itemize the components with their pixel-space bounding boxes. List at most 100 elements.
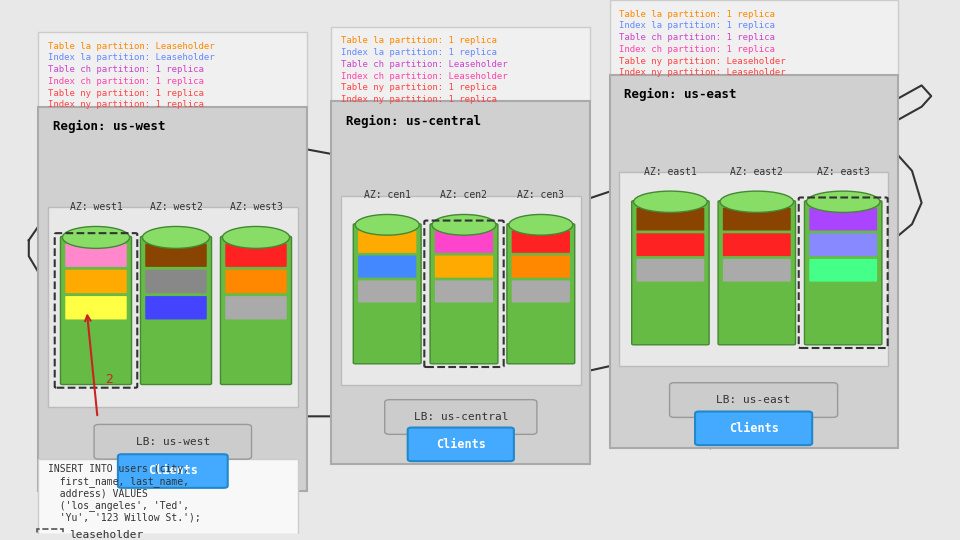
FancyBboxPatch shape	[38, 32, 307, 107]
FancyBboxPatch shape	[695, 411, 812, 445]
Text: Index ny partition: 1 replica: Index ny partition: 1 replica	[48, 100, 204, 109]
FancyBboxPatch shape	[723, 233, 791, 256]
FancyBboxPatch shape	[331, 26, 590, 102]
FancyBboxPatch shape	[60, 237, 132, 384]
FancyBboxPatch shape	[145, 296, 206, 320]
FancyBboxPatch shape	[65, 296, 127, 320]
FancyBboxPatch shape	[809, 233, 877, 256]
FancyBboxPatch shape	[358, 255, 417, 278]
Text: Table la partition: 1 replica: Table la partition: 1 replica	[341, 36, 496, 45]
FancyBboxPatch shape	[809, 259, 877, 282]
Text: leaseholder: leaseholder	[69, 530, 143, 540]
Text: AZ: west2: AZ: west2	[150, 201, 203, 212]
FancyBboxPatch shape	[221, 237, 292, 384]
Text: Index ny partition: 1 replica: Index ny partition: 1 replica	[341, 95, 496, 104]
Text: Index ch partition: Leaseholder: Index ch partition: Leaseholder	[341, 71, 508, 80]
Text: Table la partition: 1 replica: Table la partition: 1 replica	[619, 10, 775, 18]
FancyBboxPatch shape	[636, 259, 705, 282]
Ellipse shape	[62, 226, 130, 248]
FancyBboxPatch shape	[804, 201, 882, 345]
FancyBboxPatch shape	[341, 196, 581, 384]
Text: Table ch partition: 1 replica: Table ch partition: 1 replica	[619, 33, 775, 42]
Text: Table ny partition: 1 replica: Table ny partition: 1 replica	[341, 83, 496, 92]
Text: LB: us-central: LB: us-central	[414, 412, 508, 422]
FancyBboxPatch shape	[48, 207, 298, 407]
Text: Index ch partition: 1 replica: Index ch partition: 1 replica	[48, 77, 204, 86]
FancyBboxPatch shape	[145, 244, 206, 267]
FancyBboxPatch shape	[723, 208, 791, 231]
FancyBboxPatch shape	[718, 201, 796, 345]
Ellipse shape	[432, 214, 496, 235]
Text: Index ch partition: 1 replica: Index ch partition: 1 replica	[619, 45, 775, 54]
FancyBboxPatch shape	[38, 107, 307, 491]
FancyBboxPatch shape	[140, 237, 211, 384]
FancyBboxPatch shape	[65, 244, 127, 267]
Ellipse shape	[223, 226, 290, 248]
Text: AZ: east3: AZ: east3	[817, 167, 870, 177]
Text: 2: 2	[106, 374, 113, 387]
Text: LB: us-west: LB: us-west	[135, 436, 210, 447]
FancyBboxPatch shape	[636, 233, 705, 256]
FancyBboxPatch shape	[226, 244, 287, 267]
Ellipse shape	[509, 214, 573, 235]
Text: Region: us-west: Region: us-west	[53, 120, 165, 133]
Text: Table ny partition: 1 replica: Table ny partition: 1 replica	[48, 89, 204, 98]
FancyBboxPatch shape	[435, 280, 493, 302]
Text: Index ny partition: Leaseholder: Index ny partition: Leaseholder	[619, 69, 786, 77]
FancyBboxPatch shape	[435, 231, 493, 253]
FancyBboxPatch shape	[619, 172, 888, 366]
Text: Table ny partition: Leaseholder: Table ny partition: Leaseholder	[619, 57, 786, 65]
FancyBboxPatch shape	[512, 280, 570, 302]
FancyBboxPatch shape	[226, 296, 287, 320]
Ellipse shape	[355, 214, 420, 235]
FancyBboxPatch shape	[512, 231, 570, 253]
Text: AZ: west3: AZ: west3	[229, 201, 282, 212]
FancyBboxPatch shape	[65, 270, 127, 293]
Ellipse shape	[720, 191, 794, 212]
FancyBboxPatch shape	[353, 224, 421, 364]
FancyBboxPatch shape	[94, 424, 252, 459]
FancyBboxPatch shape	[670, 383, 837, 417]
Ellipse shape	[634, 191, 708, 212]
Text: Table ch partition: Leaseholder: Table ch partition: Leaseholder	[341, 60, 508, 69]
FancyBboxPatch shape	[809, 208, 877, 231]
FancyBboxPatch shape	[507, 224, 575, 364]
FancyBboxPatch shape	[632, 201, 709, 345]
FancyBboxPatch shape	[636, 208, 705, 231]
FancyBboxPatch shape	[408, 428, 514, 461]
Text: Index la partition: 1 replica: Index la partition: 1 replica	[341, 48, 496, 57]
Text: Clients: Clients	[148, 464, 198, 477]
FancyBboxPatch shape	[331, 102, 590, 464]
FancyBboxPatch shape	[145, 270, 206, 293]
FancyBboxPatch shape	[610, 0, 898, 75]
FancyBboxPatch shape	[610, 75, 898, 448]
Text: Region: us-central: Region: us-central	[346, 115, 481, 128]
FancyBboxPatch shape	[435, 255, 493, 278]
FancyBboxPatch shape	[118, 454, 228, 488]
Text: Table la partition: Leaseholder: Table la partition: Leaseholder	[48, 42, 215, 51]
Text: Region: us-east: Region: us-east	[624, 88, 736, 101]
Text: Index la partition: 1 replica: Index la partition: 1 replica	[619, 22, 775, 30]
Text: Clients: Clients	[729, 422, 779, 435]
FancyBboxPatch shape	[430, 224, 498, 364]
Text: AZ: cen3: AZ: cen3	[517, 191, 564, 200]
Text: AZ: cen1: AZ: cen1	[364, 191, 411, 200]
Text: AZ: cen2: AZ: cen2	[441, 191, 488, 200]
Ellipse shape	[806, 191, 880, 212]
Text: AZ: east2: AZ: east2	[731, 167, 783, 177]
Text: INSERT INTO users (city,
  first_name, last_name,
  address) VALUES
  ('los_ange: INSERT INTO users (city, first_name, las…	[48, 464, 201, 523]
Text: Table ch partition: 1 replica: Table ch partition: 1 replica	[48, 65, 204, 74]
FancyBboxPatch shape	[358, 231, 417, 253]
Text: AZ: east1: AZ: east1	[644, 167, 697, 177]
Text: Index la partition: Leaseholder: Index la partition: Leaseholder	[48, 53, 215, 63]
FancyBboxPatch shape	[358, 280, 417, 302]
Ellipse shape	[142, 226, 209, 248]
FancyBboxPatch shape	[385, 400, 537, 434]
FancyBboxPatch shape	[723, 259, 791, 282]
FancyBboxPatch shape	[226, 270, 287, 293]
FancyBboxPatch shape	[512, 255, 570, 278]
Text: Clients: Clients	[436, 437, 486, 450]
Text: AZ: west1: AZ: west1	[69, 201, 123, 212]
FancyBboxPatch shape	[38, 459, 298, 534]
Text: LB: us-east: LB: us-east	[716, 395, 791, 405]
